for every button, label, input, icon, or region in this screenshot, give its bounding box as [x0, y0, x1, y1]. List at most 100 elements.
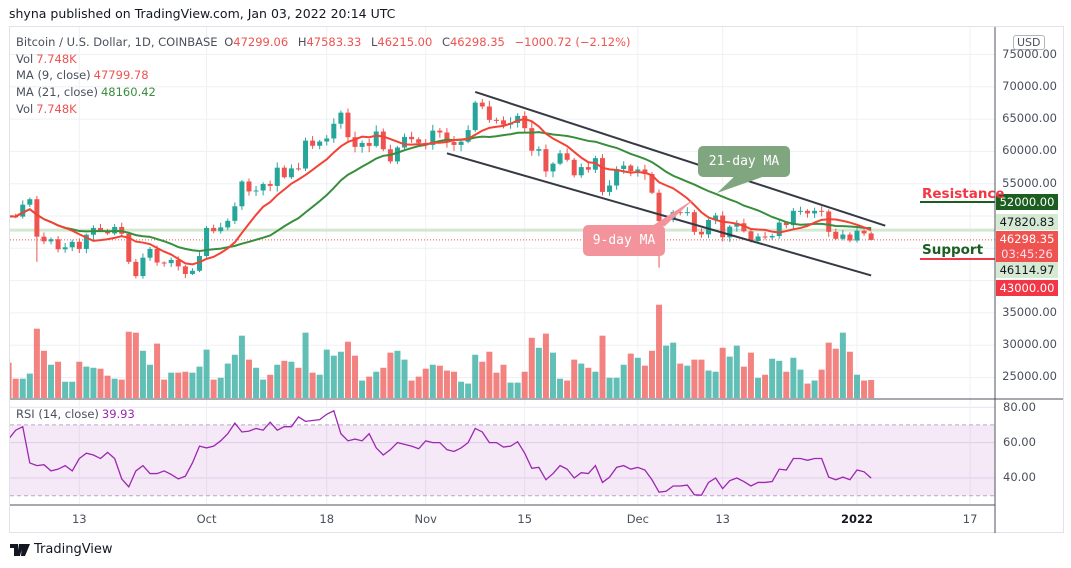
- candle-body: [211, 227, 217, 232]
- volume-bar: [670, 342, 677, 398]
- volume-bar: [90, 367, 97, 398]
- candle-body: [529, 128, 535, 151]
- volume-bar: [571, 359, 578, 398]
- volume-bar: [253, 367, 260, 398]
- candle-body: [225, 220, 231, 228]
- volume-legend-2[interactable]: Vol 7.748K: [16, 102, 77, 116]
- volume-bar: [260, 379, 267, 398]
- ma9-legend[interactable]: MA (9, close) 47799.78: [16, 68, 149, 82]
- price-tick-label: 35000.00: [1002, 304, 1057, 319]
- candle-body: [515, 115, 521, 123]
- volume-bar: [415, 376, 422, 398]
- volume-bar: [521, 371, 528, 398]
- bar-countdown: 03:45:26: [1001, 247, 1053, 261]
- volume-bar: [48, 364, 55, 398]
- candle-body: [189, 270, 195, 274]
- volume-bar: [281, 360, 288, 398]
- ma9-callout-pointer: [652, 199, 694, 226]
- candle-body: [465, 130, 471, 142]
- currency-button[interactable]: USD: [1013, 35, 1045, 50]
- volume-bar: [592, 371, 599, 398]
- volume-bar: [486, 351, 493, 398]
- candle-body: [748, 231, 754, 241]
- volume-bar: [542, 333, 549, 398]
- volume-bar: [231, 354, 238, 398]
- trend-channel-lower-line[interactable]: [446, 152, 872, 277]
- ma21-callout[interactable]: 21-day MA: [698, 146, 790, 177]
- candle-body: [557, 153, 563, 164]
- volume-bar: [132, 332, 139, 398]
- brand-name: TradingView: [34, 542, 113, 557]
- candle-body: [317, 141, 323, 146]
- volume-bar: [535, 347, 542, 398]
- rsi-legend[interactable]: RSI (14, close) 39.93: [16, 407, 135, 421]
- time-tick-label: 18: [319, 512, 335, 526]
- volume-bar: [769, 358, 776, 398]
- volume-bar: [118, 379, 125, 398]
- ma9-callout[interactable]: 9-day MA: [583, 225, 665, 256]
- volume-bar: [493, 372, 500, 398]
- volume-bar: [19, 378, 26, 398]
- candle-body: [493, 119, 499, 121]
- volume-bar: [366, 376, 373, 398]
- time-tick-label: 13: [71, 512, 87, 526]
- candle-body: [522, 115, 528, 129]
- ma21-legend[interactable]: MA (21, close) 48160.42: [16, 85, 156, 99]
- tradingview-logo[interactable]: TradingView: [10, 542, 113, 557]
- candle-body: [416, 139, 422, 143]
- candle-body: [55, 239, 61, 250]
- candle-body: [550, 163, 556, 172]
- time-tick-label: Nov: [414, 512, 437, 526]
- candle-body: [402, 136, 408, 148]
- volume-bar: [33, 328, 40, 398]
- resistance-label[interactable]: Resistance: [922, 186, 1005, 202]
- chart-frame: [9, 26, 1064, 533]
- volume-bar: [719, 347, 726, 398]
- volume-bar: [868, 379, 875, 398]
- symbol-title[interactable]: Bitcoin / U.S. Dollar, 1D, COINBASE: [16, 35, 218, 49]
- volume-bar: [691, 359, 698, 398]
- candle-body: [698, 231, 704, 235]
- volume-bar: [337, 351, 344, 398]
- volume-bar: [302, 332, 309, 398]
- candle-body: [239, 181, 245, 207]
- candle-body: [161, 262, 167, 264]
- volume-bar: [359, 380, 366, 398]
- rsi-tick-80: 80.00: [1003, 400, 1036, 414]
- volume-bar: [585, 367, 592, 398]
- volume-bar: [465, 383, 472, 398]
- volume-bar: [125, 331, 132, 398]
- candle-body: [635, 169, 641, 172]
- volume-bar: [818, 369, 825, 398]
- volume-bar: [203, 349, 210, 398]
- volume-bar: [26, 373, 33, 398]
- volume-bar: [274, 364, 281, 398]
- volume-bar: [97, 368, 104, 398]
- candle-body: [734, 223, 740, 227]
- volume-legend[interactable]: Vol 7.748K: [16, 52, 77, 66]
- candle-body: [373, 131, 379, 146]
- candle-body: [543, 149, 549, 172]
- volume-bar: [288, 361, 295, 398]
- candle-body: [564, 153, 570, 160]
- trend-channel[interactable]: [446, 91, 886, 277]
- volume-bar: [507, 382, 514, 398]
- candle-body: [253, 190, 259, 192]
- candle-body: [790, 210, 796, 226]
- volume-bar: [12, 378, 19, 398]
- rsi-tick-40: 40.00: [1003, 470, 1036, 484]
- candle-body: [380, 131, 386, 150]
- candle-body: [536, 149, 542, 151]
- volume-bar: [733, 345, 740, 398]
- trend-channel-upper-line[interactable]: [474, 91, 886, 227]
- candle-body: [274, 167, 280, 186]
- candle-body: [677, 212, 683, 214]
- support-label[interactable]: Support: [922, 242, 984, 258]
- candle-body: [133, 261, 139, 277]
- volume-bar: [387, 352, 394, 398]
- moving-averages: [10, 117, 872, 266]
- volume-bar: [196, 366, 203, 398]
- candles: [10, 98, 874, 279]
- candle-body: [812, 210, 818, 214]
